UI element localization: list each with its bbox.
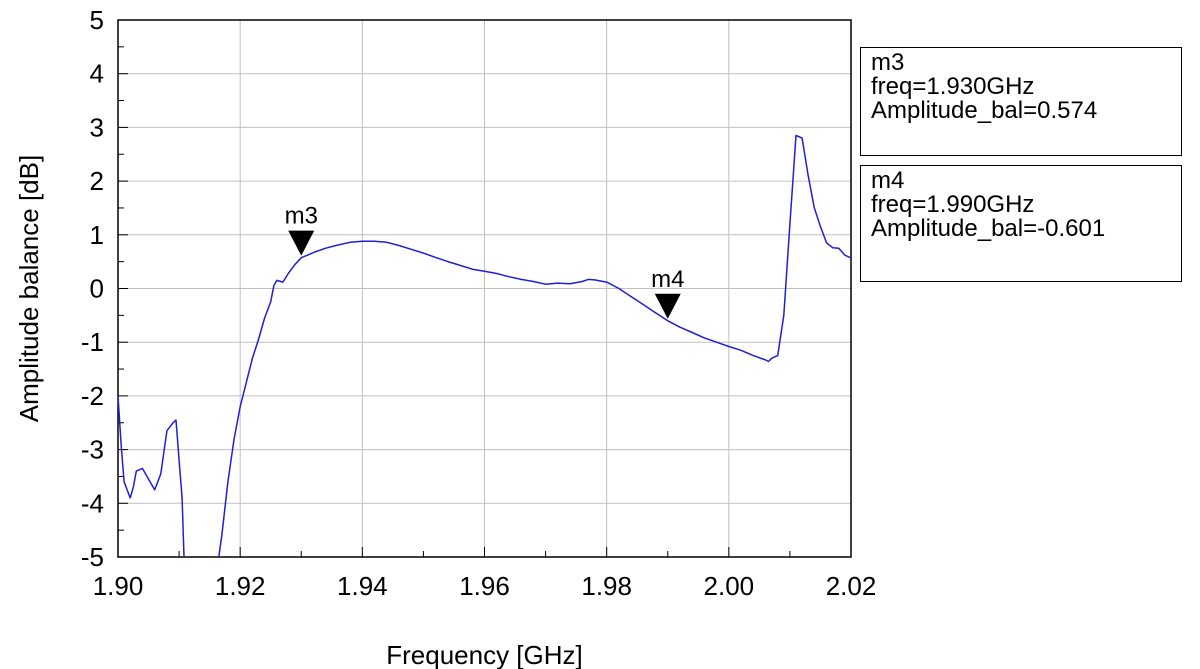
y-tick-label: 2 [90, 166, 104, 196]
x-tick-label: 1.90 [93, 571, 144, 601]
marker-readout-m4: m4 freq=1.990GHz Amplitude_bal=-0.601 [860, 165, 1182, 282]
y-tick-label: -4 [81, 488, 104, 518]
marker-readout-freq: freq=1.990GHz [871, 191, 1035, 218]
marker-readout-name: m4 [871, 167, 905, 194]
y-tick-label: 5 [90, 5, 104, 35]
y-tick-labels: 5 4 3 2 1 0 -1 -2 -3 -4 -5 [81, 5, 104, 572]
marker-m4-label: m4 [651, 266, 684, 293]
grid [118, 20, 851, 557]
y-tick-label: -1 [81, 327, 104, 357]
y-tick-label: 0 [90, 274, 104, 304]
y-tick-label: 1 [90, 220, 104, 250]
series-line-segment-2 [218, 134, 852, 558]
marker-m3-label: m3 [285, 203, 318, 230]
marker-m3-triangle [288, 230, 315, 256]
y-axis-title: Amplitude balance [dB] [14, 155, 44, 422]
marker-m4-triangle [654, 293, 681, 319]
y-tick-label: 4 [90, 59, 104, 89]
x-tick-label: 1.94 [337, 571, 388, 601]
marker-readout-value: Amplitude_bal=0.574 [871, 97, 1098, 124]
x-tick-label: 2.00 [704, 571, 755, 601]
markers: m3 m4 [285, 203, 684, 319]
series-line-segment-1 [117, 395, 185, 558]
marker-readout-value: Amplitude_bal=-0.601 [871, 215, 1106, 242]
marker-readout-name: m3 [871, 49, 905, 76]
y-tick-label: -5 [81, 542, 104, 572]
x-tick-labels: 1.90 1.92 1.94 1.96 1.98 2.00 2.02 [93, 571, 877, 601]
y-tick-label: -2 [81, 381, 104, 411]
x-tick-label: 1.92 [215, 571, 266, 601]
marker-readout-freq: freq=1.930GHz [871, 73, 1035, 100]
y-tick-label: -3 [81, 435, 104, 465]
series-lines [117, 134, 852, 558]
y-tick-label: 3 [90, 112, 104, 142]
x-tick-label: 2.02 [826, 571, 877, 601]
x-axis-title: Frequency [GHz] [386, 640, 583, 669]
x-tick-label: 1.98 [581, 571, 632, 601]
marker-readout-m3: m3 freq=1.930GHz Amplitude_bal=0.574 [860, 47, 1182, 156]
x-tick-label: 1.96 [459, 571, 510, 601]
axis-ticks [117, 19, 852, 558]
